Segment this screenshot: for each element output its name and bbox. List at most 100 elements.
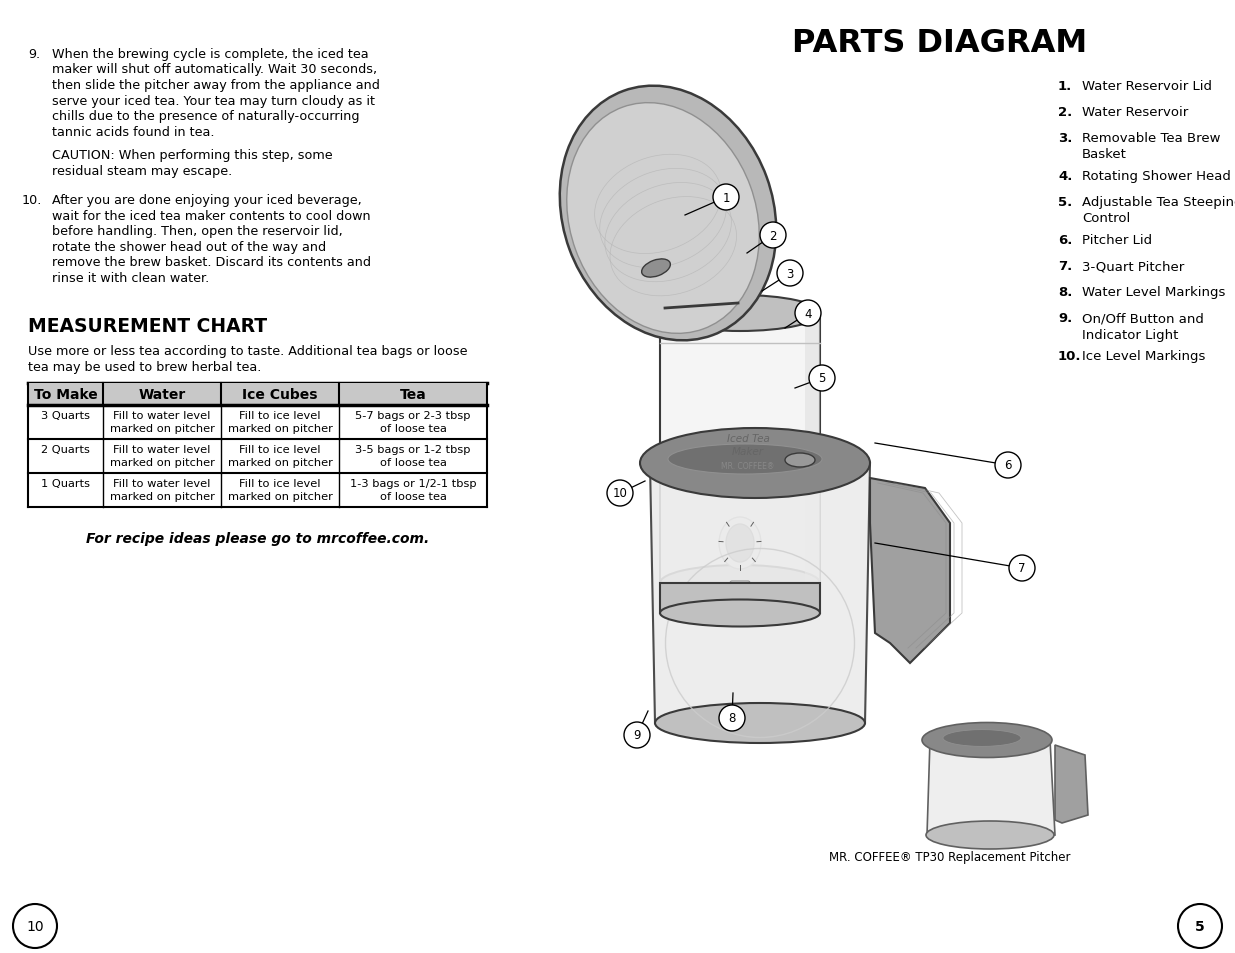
Text: 2: 2 xyxy=(769,230,777,242)
Text: maker will shut off automatically. Wait 30 seconds,: maker will shut off automatically. Wait … xyxy=(52,64,377,76)
Polygon shape xyxy=(650,463,869,723)
Text: marked on pitcher: marked on pitcher xyxy=(110,458,215,468)
Text: rinse it with clean water.: rinse it with clean water. xyxy=(52,272,209,284)
Text: 9: 9 xyxy=(634,729,641,741)
Ellipse shape xyxy=(719,517,761,569)
Circle shape xyxy=(777,261,803,287)
Polygon shape xyxy=(927,740,1055,835)
Text: 5: 5 xyxy=(819,372,826,385)
Text: Fill to ice level: Fill to ice level xyxy=(240,444,321,455)
Text: rotate the shower head out of the way and: rotate the shower head out of the way an… xyxy=(52,240,326,253)
Text: MEASUREMENT CHART: MEASUREMENT CHART xyxy=(28,316,267,335)
Circle shape xyxy=(1178,904,1221,948)
Text: 6.: 6. xyxy=(1058,233,1072,247)
Text: Control: Control xyxy=(1082,213,1130,225)
Text: 7: 7 xyxy=(1018,562,1026,575)
Text: On/Off Button and: On/Off Button and xyxy=(1082,312,1204,325)
Text: 8.: 8. xyxy=(1058,286,1072,298)
Text: Maker: Maker xyxy=(732,447,764,456)
Ellipse shape xyxy=(659,599,820,627)
FancyBboxPatch shape xyxy=(805,314,820,583)
Text: 2 Quarts: 2 Quarts xyxy=(41,444,90,455)
FancyBboxPatch shape xyxy=(28,406,487,439)
Polygon shape xyxy=(1055,745,1088,823)
Text: 10: 10 xyxy=(26,919,43,933)
Text: remove the brew basket. Discard its contents and: remove the brew basket. Discard its cont… xyxy=(52,255,370,269)
Text: Water Reservoir Lid: Water Reservoir Lid xyxy=(1082,80,1212,92)
FancyBboxPatch shape xyxy=(28,384,487,406)
Text: Water Reservoir: Water Reservoir xyxy=(1082,106,1188,119)
Text: 1.: 1. xyxy=(1058,80,1072,92)
Text: MR. COFFEE®: MR. COFFEE® xyxy=(721,462,774,471)
Text: wait for the iced tea maker contents to cool down: wait for the iced tea maker contents to … xyxy=(52,210,370,222)
Ellipse shape xyxy=(923,722,1052,758)
Circle shape xyxy=(606,480,634,506)
Text: marked on pitcher: marked on pitcher xyxy=(110,424,215,434)
Text: 5.: 5. xyxy=(1058,195,1072,209)
Text: Iced Tea: Iced Tea xyxy=(726,434,769,443)
Text: 3 Quarts: 3 Quarts xyxy=(41,411,90,420)
Text: After you are done enjoying your iced beverage,: After you are done enjoying your iced be… xyxy=(52,193,362,207)
FancyBboxPatch shape xyxy=(730,581,750,598)
Text: before handling. Then, open the reservoir lid,: before handling. Then, open the reservoi… xyxy=(52,225,343,237)
Text: 5-7 bags or 2-3 tbsp: 5-7 bags or 2-3 tbsp xyxy=(356,411,471,420)
Ellipse shape xyxy=(655,703,864,743)
FancyBboxPatch shape xyxy=(28,474,487,507)
Text: Use more or less tea according to taste. Additional tea bags or loose: Use more or less tea according to taste.… xyxy=(28,345,468,357)
Text: 1 Quarts: 1 Quarts xyxy=(41,478,90,489)
Text: Pitcher Lid: Pitcher Lid xyxy=(1082,233,1152,247)
Circle shape xyxy=(995,453,1021,478)
Circle shape xyxy=(760,223,785,249)
Circle shape xyxy=(795,301,821,327)
Text: Fill to water level: Fill to water level xyxy=(114,444,211,455)
Text: Removable Tea Brew: Removable Tea Brew xyxy=(1082,132,1220,145)
Text: 4.: 4. xyxy=(1058,170,1072,183)
Circle shape xyxy=(713,185,739,211)
Text: serve your iced tea. Your tea may turn cloudy as it: serve your iced tea. Your tea may turn c… xyxy=(52,94,375,108)
Text: 2.: 2. xyxy=(1058,106,1072,119)
Circle shape xyxy=(809,366,835,392)
Text: To Make: To Make xyxy=(33,388,98,401)
Text: tea may be used to brew herbal tea.: tea may be used to brew herbal tea. xyxy=(28,360,262,374)
Circle shape xyxy=(624,722,650,748)
Text: marked on pitcher: marked on pitcher xyxy=(110,492,215,502)
Circle shape xyxy=(14,904,57,948)
Text: 1: 1 xyxy=(722,192,730,204)
Text: 10.: 10. xyxy=(22,193,42,207)
Text: Basket: Basket xyxy=(1082,149,1126,161)
Text: MR. COFFEE® TP30 Replacement Pitcher: MR. COFFEE® TP30 Replacement Pitcher xyxy=(829,850,1071,863)
Ellipse shape xyxy=(944,730,1021,746)
Text: For recipe ideas please go to mrcoffee.com.: For recipe ideas please go to mrcoffee.c… xyxy=(86,532,429,545)
Text: 3.: 3. xyxy=(1058,132,1072,145)
Text: Fill to water level: Fill to water level xyxy=(114,478,211,489)
Ellipse shape xyxy=(668,444,823,475)
Text: 10: 10 xyxy=(613,487,627,500)
Text: 3: 3 xyxy=(787,267,794,280)
Text: CAUTION: When performing this step, some: CAUTION: When performing this step, some xyxy=(52,149,332,162)
Ellipse shape xyxy=(659,295,820,332)
Circle shape xyxy=(1009,556,1035,581)
FancyBboxPatch shape xyxy=(659,583,820,614)
Text: 9.: 9. xyxy=(1058,312,1072,325)
Text: 8: 8 xyxy=(729,712,736,724)
Ellipse shape xyxy=(726,524,755,562)
Text: tannic acids found in tea.: tannic acids found in tea. xyxy=(52,126,215,138)
Text: of loose tea: of loose tea xyxy=(379,424,446,434)
Polygon shape xyxy=(869,478,950,663)
Text: Ice Level Markings: Ice Level Markings xyxy=(1082,350,1205,363)
Circle shape xyxy=(719,705,745,731)
Ellipse shape xyxy=(785,454,815,468)
Text: Fill to ice level: Fill to ice level xyxy=(240,478,321,489)
Text: PARTS DIAGRAM: PARTS DIAGRAM xyxy=(793,28,1088,59)
Ellipse shape xyxy=(659,565,820,601)
Text: of loose tea: of loose tea xyxy=(379,458,446,468)
Text: of loose tea: of loose tea xyxy=(379,492,446,502)
Text: 3-Quart Pitcher: 3-Quart Pitcher xyxy=(1082,260,1184,273)
Text: marked on pitcher: marked on pitcher xyxy=(227,492,332,502)
Text: chills due to the presence of naturally-occurring: chills due to the presence of naturally-… xyxy=(52,110,359,123)
Text: 4: 4 xyxy=(804,307,811,320)
FancyBboxPatch shape xyxy=(659,314,820,583)
Text: residual steam may escape.: residual steam may escape. xyxy=(52,164,232,177)
Text: 7.: 7. xyxy=(1058,260,1072,273)
Text: 1-3 bags or 1/2-1 tbsp: 1-3 bags or 1/2-1 tbsp xyxy=(350,478,477,489)
